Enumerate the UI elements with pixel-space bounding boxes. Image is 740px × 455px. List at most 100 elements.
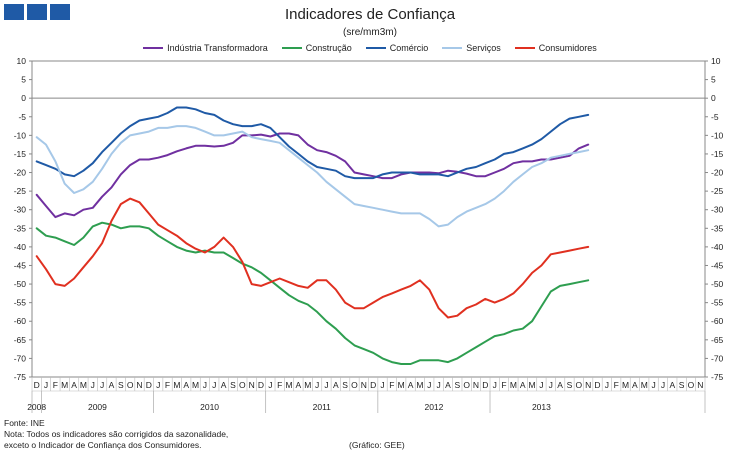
y-tick-label-right: -55: [711, 298, 724, 308]
x-month-label: F: [389, 380, 394, 390]
footnotes: Fonte: INE Nota: Todos os indicadores sã…: [4, 418, 228, 451]
legend-label: Serviços: [466, 43, 501, 53]
x-month-label: S: [118, 380, 124, 390]
legend-swatch-consumidores: [514, 47, 535, 49]
y-tick-label-right: 0: [711, 93, 716, 103]
y-tick-label-right: -70: [711, 353, 724, 363]
y-tick-label-left: -50: [14, 279, 27, 289]
x-year-label: 2009: [88, 402, 107, 412]
y-tick-label-right: -50: [711, 279, 724, 289]
legend-item-industria-transformadora: Indústria Transformadora: [143, 43, 268, 53]
x-month-label: J: [44, 380, 48, 390]
y-tick-label-right: -40: [711, 242, 724, 252]
legend-swatch-comercio: [365, 47, 386, 49]
footnote-source: Fonte: INE: [4, 418, 45, 428]
x-month-label: S: [454, 380, 460, 390]
x-month-label: A: [445, 380, 451, 390]
legend-swatch-construcao: [281, 47, 302, 49]
x-month-label: D: [146, 380, 152, 390]
x-month-label: F: [277, 380, 282, 390]
x-month-label: A: [221, 380, 227, 390]
x-month-label: N: [697, 380, 703, 390]
y-tick-label-right: -20: [711, 168, 724, 178]
x-month-label: O: [127, 380, 134, 390]
x-month-label: M: [529, 380, 536, 390]
x-month-label: A: [71, 380, 77, 390]
x-month-label: N: [136, 380, 142, 390]
y-tick-label-right: 5: [711, 75, 716, 85]
y-tick-label-right: -25: [711, 186, 724, 196]
legend-item-servicos: Serviços: [442, 43, 501, 53]
x-month-label: A: [557, 380, 563, 390]
y-tick-label-right: 10: [711, 56, 721, 66]
x-month-label: O: [576, 380, 583, 390]
footnote-note-line-2: exceto o Indicador de Confiança dos Cons…: [4, 440, 202, 450]
legend-label: Consumidores: [538, 43, 597, 53]
x-month-label: A: [109, 380, 115, 390]
x-month-label: J: [203, 380, 207, 390]
y-tick-label-left: -40: [14, 242, 27, 252]
x-month-label: J: [91, 380, 95, 390]
x-month-label: D: [370, 380, 376, 390]
y-tick-label-right: -30: [711, 205, 724, 215]
legend-item-comercio: Comércio: [365, 43, 429, 53]
header-block-3: [50, 4, 70, 20]
x-month-label: A: [296, 380, 302, 390]
footnote-note-line-1: Nota: Todos os indicadores são corrigido…: [4, 429, 229, 439]
x-month-label: J: [268, 380, 272, 390]
chart-title: Indicadores de Confiança: [284, 6, 456, 23]
x-month-label: F: [53, 380, 58, 390]
x-month-label: J: [436, 380, 440, 390]
legend-item-construcao: Construção: [281, 43, 352, 53]
legend-label: Construção: [305, 43, 352, 53]
x-month-label: J: [212, 380, 216, 390]
x-month-label: M: [641, 380, 648, 390]
x-month-label: N: [249, 380, 255, 390]
x-month-label: A: [669, 380, 675, 390]
x-month-label: J: [539, 380, 543, 390]
x-month-label: O: [239, 380, 246, 390]
header-decoration: [4, 4, 70, 20]
x-month-label: J: [493, 380, 497, 390]
x-month-label: A: [333, 380, 339, 390]
x-month-label: D: [34, 380, 40, 390]
y-tick-label-left: -75: [14, 372, 27, 382]
x-month-label: D: [594, 380, 600, 390]
chart-subtitle: (sre/mm3m): [343, 27, 397, 38]
x-month-label: J: [315, 380, 319, 390]
x-year-label: 2011: [313, 402, 332, 412]
y-tick-label-left: 5: [21, 75, 26, 85]
y-tick-label-left: -70: [14, 353, 27, 363]
y-tick-label-left: -30: [14, 205, 27, 215]
x-month-label: A: [632, 380, 638, 390]
series-line-servicos: [35, 125, 590, 228]
header-block-2: [27, 4, 47, 20]
legend-swatch-industria-transformadora: [143, 47, 164, 49]
series-line-consumidores: [35, 197, 590, 319]
legend-swatch-servicos: [442, 47, 463, 49]
x-month-label: M: [398, 380, 405, 390]
x-month-label: J: [100, 380, 104, 390]
x-month-label: S: [567, 380, 573, 390]
x-month-label: N: [473, 380, 479, 390]
x-month-label: A: [408, 380, 414, 390]
y-tick-label-right: -10: [711, 130, 724, 140]
x-month-label: M: [510, 380, 517, 390]
y-tick-label-left: 0: [21, 93, 26, 103]
x-month-label: F: [165, 380, 170, 390]
y-tick-label-left: -45: [14, 260, 27, 270]
x-month-label: M: [622, 380, 629, 390]
y-tick-label-right: -15: [711, 149, 724, 159]
x-month-label: D: [482, 380, 488, 390]
x-month-label: J: [380, 380, 384, 390]
x-month-label: A: [183, 380, 189, 390]
legend-label: Comércio: [389, 43, 429, 53]
y-tick-label-right: -45: [711, 260, 724, 270]
y-tick-label-left: -65: [14, 335, 27, 345]
source-credit: (Gráfico: GEE): [349, 440, 405, 450]
series-line-construcao: [35, 221, 590, 365]
y-tick-label-right: -35: [711, 223, 724, 233]
x-month-label: M: [286, 380, 293, 390]
x-month-label: J: [605, 380, 609, 390]
x-month-label: J: [651, 380, 655, 390]
